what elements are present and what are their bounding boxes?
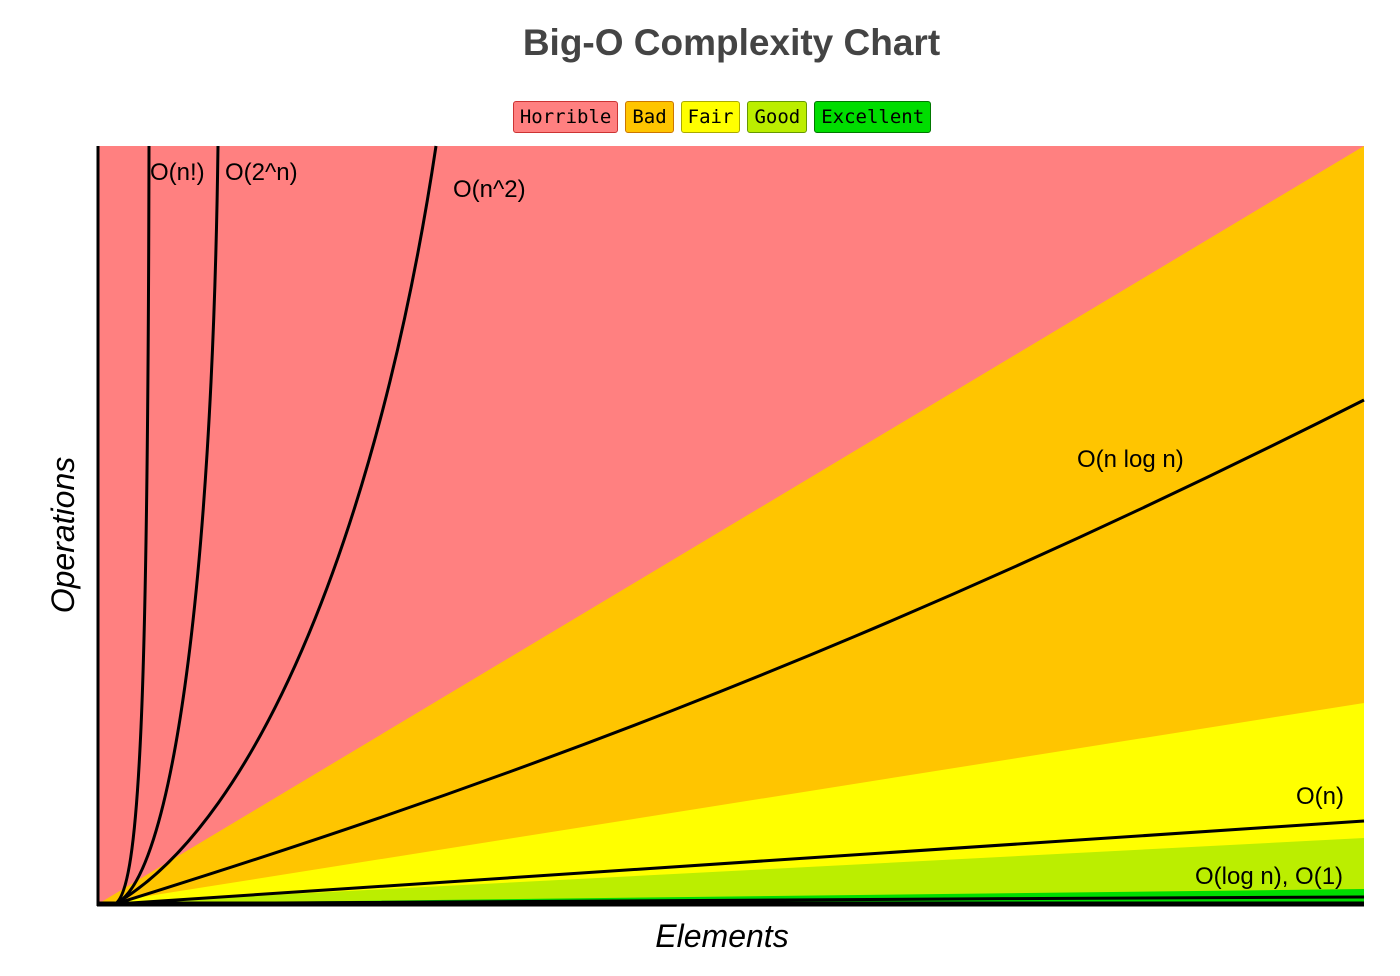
complexity-regions	[98, 146, 1364, 904]
legend-horrible: Horrible	[512, 101, 619, 133]
legend-good: Good	[747, 101, 808, 133]
label-exponential: O(2^n)	[225, 159, 298, 186]
legend-bad: Bad	[625, 101, 674, 133]
label-log-constant: O(log n), O(1)	[1195, 863, 1343, 890]
curve-exponential	[114, 145, 220, 906]
legend: Horrible Bad Fair Good Excellent	[0, 101, 1400, 133]
label-quadratic: O(n^2)	[453, 176, 526, 203]
curve-linearithmic	[114, 398, 1365, 906]
x-axis-label: Elements	[655, 918, 788, 954]
curve-linear	[114, 819, 1365, 906]
label-linear: O(n)	[1296, 783, 1344, 810]
y-axis-label: Operations	[45, 457, 81, 614]
curve-labels: O(n!) O(2^n) O(n^2) O(n log n) O(n) O(lo…	[150, 159, 1344, 890]
chart-title: Big-O Complexity Chart	[522, 22, 941, 63]
region-excellent	[98, 889, 1364, 904]
curve-quadratic	[114, 145, 438, 906]
label-linearithmic: O(n log n)	[1077, 446, 1184, 473]
curve-factorial	[114, 145, 151, 906]
axes	[96, 146, 1364, 907]
label-factorial: O(n!)	[150, 159, 205, 186]
region-fair	[98, 703, 1364, 904]
region-good	[98, 838, 1364, 904]
legend-fair: Fair	[680, 101, 741, 133]
legend-excellent: Excellent	[814, 101, 932, 133]
region-bad	[98, 146, 1364, 904]
